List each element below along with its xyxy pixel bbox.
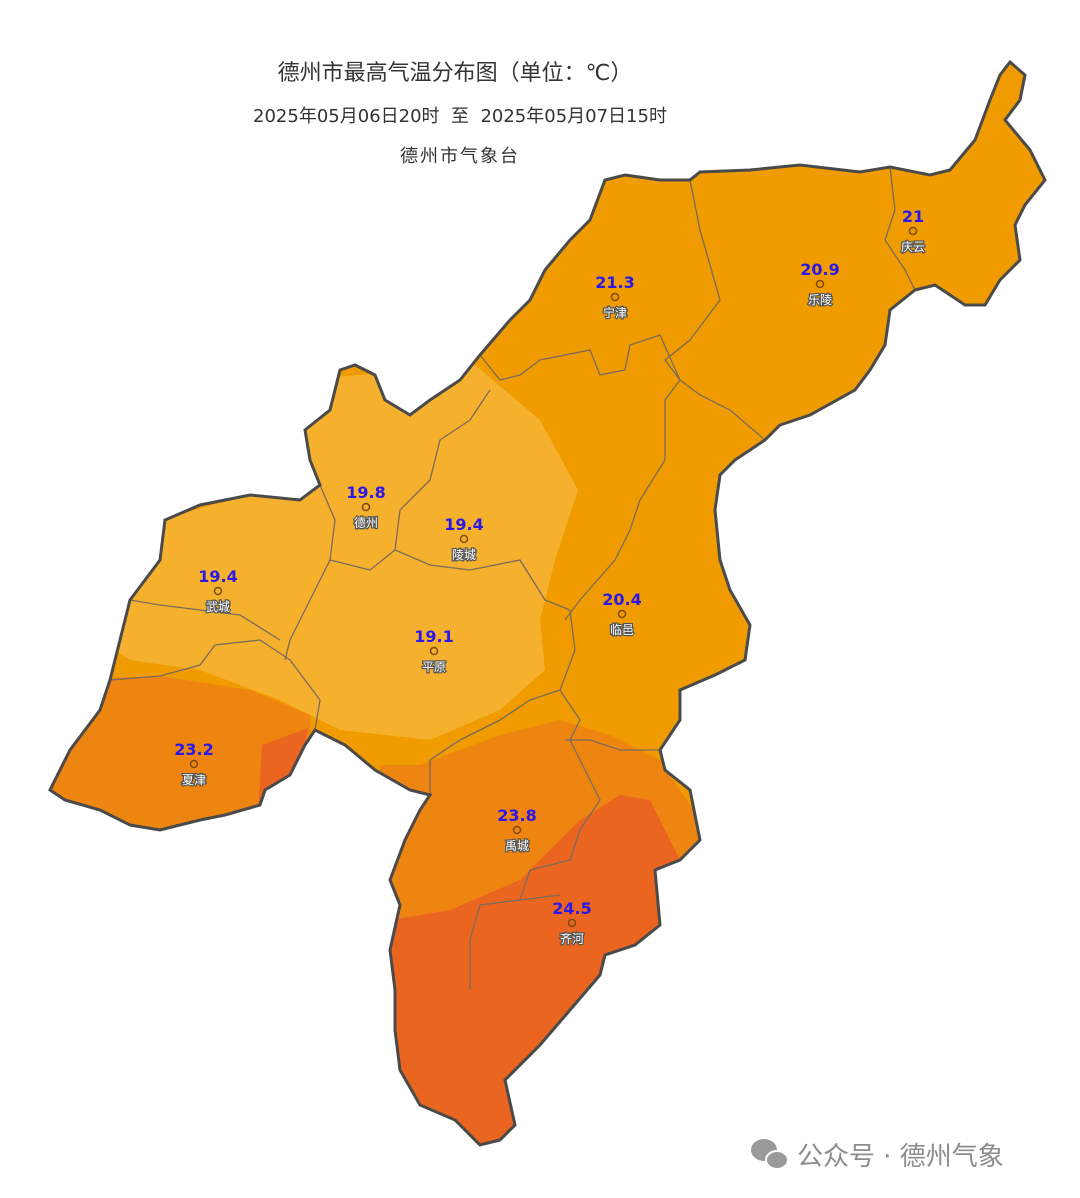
station-value: 19.4 bbox=[198, 567, 237, 586]
station-value: 21 bbox=[902, 207, 924, 226]
station-value: 24.5 bbox=[552, 899, 591, 918]
station-marker bbox=[361, 502, 371, 512]
time-period: 2025年05月06日20时 至 2025年05月07日15时 bbox=[253, 106, 667, 127]
station-name: 德州 bbox=[354, 515, 378, 530]
source: 德州市气象台 bbox=[400, 146, 520, 167]
station-name: 夏津 bbox=[182, 773, 206, 787]
station-marker bbox=[610, 292, 620, 302]
station-name: 武城 bbox=[206, 600, 230, 614]
station-value: 19.4 bbox=[444, 515, 483, 534]
stations: 21 庆云 20.9 乐陵 21.3 宁津 19.8 德州 19.4 陵城 19.4 武城 19.1 平原… bbox=[174, 207, 926, 947]
station-name: 乐陵 bbox=[808, 293, 832, 307]
station-marker bbox=[908, 226, 918, 236]
station-value: 19.1 bbox=[414, 627, 453, 646]
map-title: 德州市最高气温分布图（单位：℃） bbox=[278, 61, 633, 86]
station-value: 20.9 bbox=[800, 260, 839, 279]
station-value: 23.8 bbox=[497, 806, 536, 825]
station-marker bbox=[512, 825, 522, 835]
station-value: 19.8 bbox=[346, 483, 385, 502]
station-name: 平原 bbox=[422, 660, 446, 674]
wechat-icon bbox=[751, 1139, 789, 1170]
station-marker bbox=[213, 586, 223, 596]
station-name: 禹城 bbox=[505, 839, 529, 853]
station-marker bbox=[459, 534, 469, 544]
watermark: 公众号 · 德州气象 bbox=[797, 1142, 1004, 1172]
station-name: 陵城 bbox=[452, 548, 476, 562]
station-value: 20.4 bbox=[602, 590, 641, 609]
station-marker bbox=[815, 279, 825, 289]
station-marker bbox=[617, 609, 627, 619]
station-name: 齐河 bbox=[560, 931, 584, 946]
station-marker bbox=[429, 646, 439, 656]
district-borders bbox=[109, 166, 916, 990]
station-value: 23.2 bbox=[174, 740, 213, 759]
station-name: 庆云 bbox=[901, 240, 925, 254]
station-marker bbox=[189, 759, 199, 769]
station-name: 宁津 bbox=[603, 305, 627, 320]
station-marker bbox=[567, 918, 577, 928]
station-value: 21.3 bbox=[595, 273, 634, 292]
station-name: 临邑 bbox=[610, 623, 634, 637]
